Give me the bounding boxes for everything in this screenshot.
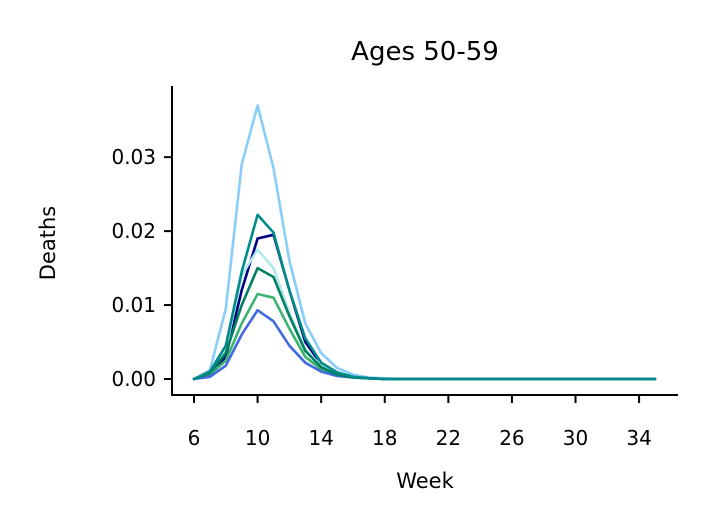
y-tick-label: 0.03: [111, 145, 156, 169]
series-line-6: [192, 266, 657, 381]
y-ticks: 0.00 0.01 0.02 0.03: [111, 145, 172, 391]
x-tick-label: 10: [245, 426, 270, 450]
x-tick-label: 18: [372, 426, 397, 450]
y-tick-label: 0.01: [111, 293, 156, 317]
x-tick-label: 22: [436, 426, 461, 450]
x-tick-label: 14: [308, 426, 333, 450]
series-line-7: [192, 213, 657, 381]
y-tick-label: 0.00: [111, 367, 156, 391]
series-layer: [192, 104, 657, 381]
x-axis-label: Week: [396, 469, 454, 493]
series-line-5: [192, 308, 657, 381]
y-axis-label: Deaths: [36, 206, 60, 280]
x-tick-label: 34: [626, 426, 651, 450]
x-tick-label: 26: [499, 426, 524, 450]
y-tick-label: 0.02: [111, 219, 156, 243]
axes-layer: [171, 86, 678, 396]
x-tick-label: 30: [563, 426, 588, 450]
x-tick-label: 6: [188, 426, 201, 450]
series-line-1: [192, 104, 657, 381]
chart-title: Ages 50-59: [351, 37, 499, 67]
x-ticks: 6 10 14 18 22 26 30 34: [188, 395, 652, 450]
series-line-4: [192, 292, 657, 381]
